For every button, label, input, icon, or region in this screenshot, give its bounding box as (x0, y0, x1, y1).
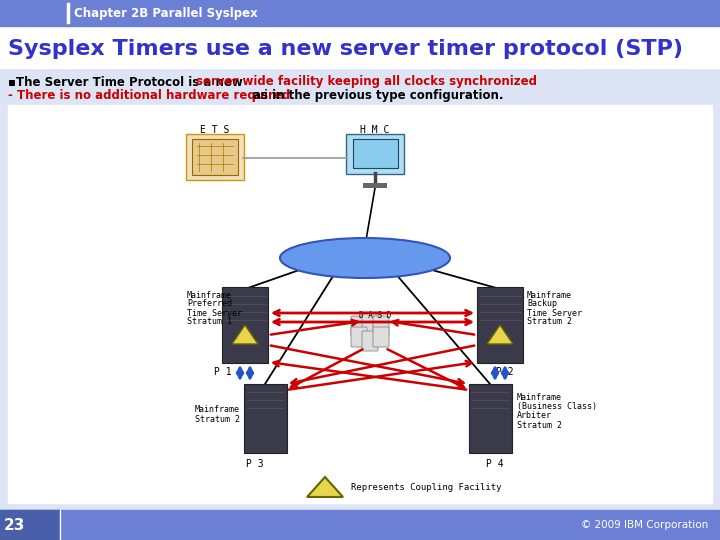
FancyBboxPatch shape (346, 134, 404, 174)
Text: Preferred: Preferred (187, 300, 232, 308)
FancyBboxPatch shape (362, 331, 378, 351)
FancyBboxPatch shape (186, 134, 244, 180)
FancyBboxPatch shape (363, 183, 387, 188)
FancyBboxPatch shape (373, 316, 389, 336)
Bar (8, 105, 712, 503)
Text: Arbiter: Arbiter (517, 411, 552, 421)
Text: Time Server: Time Server (527, 308, 582, 318)
Text: P 4: P 4 (486, 459, 504, 469)
FancyBboxPatch shape (192, 139, 238, 175)
Text: Time Server: Time Server (187, 308, 242, 318)
Ellipse shape (280, 238, 450, 278)
Text: Stratum 2: Stratum 2 (517, 421, 562, 429)
Text: H M C: H M C (360, 125, 390, 135)
Text: Stratum 2: Stratum 2 (195, 415, 240, 423)
Text: Mainframe: Mainframe (527, 291, 572, 300)
Text: Backup: Backup (527, 300, 557, 308)
FancyBboxPatch shape (222, 287, 268, 363)
FancyBboxPatch shape (373, 327, 389, 347)
Text: Represents Coupling Facility: Represents Coupling Facility (351, 483, 502, 492)
Text: © 2009 IBM Corporation: © 2009 IBM Corporation (581, 520, 708, 530)
Text: Stratum 1: Stratum 1 (187, 318, 232, 327)
FancyBboxPatch shape (351, 327, 367, 347)
Bar (0, 510, 720, 540)
Bar (0, 510, 60, 540)
Text: (Business Class): (Business Class) (517, 402, 597, 411)
FancyBboxPatch shape (243, 383, 287, 453)
Text: Stratum 2: Stratum 2 (527, 318, 572, 327)
Text: 23: 23 (4, 517, 24, 532)
Polygon shape (307, 477, 343, 497)
Bar (0, 26, 720, 68)
Text: server wide facility keeping all clocks synchronized: server wide facility keeping all clocks … (196, 76, 537, 89)
Text: P 1: P 1 (214, 367, 232, 377)
FancyBboxPatch shape (362, 312, 378, 332)
Text: D A S D: D A S D (359, 310, 391, 320)
Text: P 2: P 2 (496, 367, 514, 377)
Text: - There is no additional hardware required: - There is no additional hardware requir… (8, 89, 294, 102)
Text: Sysplex Timers use a new server timer protocol (STP): Sysplex Timers use a new server timer pr… (8, 39, 683, 59)
FancyBboxPatch shape (351, 316, 367, 336)
Text: Mainframe: Mainframe (517, 394, 562, 402)
Text: as in the previous type configuration.: as in the previous type configuration. (253, 89, 503, 102)
Polygon shape (232, 325, 258, 344)
Text: E T S: E T S (200, 125, 230, 135)
FancyBboxPatch shape (469, 383, 511, 453)
Bar (0, 68, 720, 508)
Text: Mainframe: Mainframe (187, 291, 232, 300)
FancyBboxPatch shape (477, 287, 523, 363)
FancyBboxPatch shape (353, 138, 397, 167)
Text: Chapter 2B Parallel Syslpex: Chapter 2B Parallel Syslpex (74, 6, 258, 19)
Text: P 3: P 3 (246, 459, 264, 469)
Text: Mainframe: Mainframe (195, 406, 240, 415)
Text: ▪The Server Time Protocol is a new: ▪The Server Time Protocol is a new (8, 76, 247, 89)
Polygon shape (487, 325, 513, 344)
Bar (0, 0, 720, 26)
